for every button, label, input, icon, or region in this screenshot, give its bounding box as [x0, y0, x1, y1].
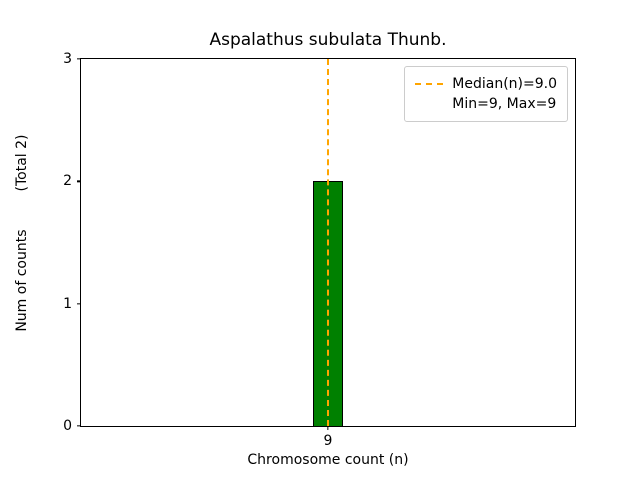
legend-item-minmax: Min=9, Max=9 [415, 94, 557, 114]
y-axis-label: Num of counts (Total 2) [0, 135, 46, 350]
y-axis-label-main: Num of counts [14, 229, 30, 332]
legend-label-median: Median(n)=9.0 [452, 76, 557, 92]
median-line [327, 59, 329, 426]
y-tick-mark [77, 180, 81, 182]
legend: Median(n)=9.0 Min=9, Max=9 [404, 66, 568, 122]
x-axis-label: Chromosome count (n) [247, 452, 409, 468]
y-tick-label: 3 [63, 51, 72, 67]
y-tick-label: 1 [63, 295, 72, 312]
dashed-line-icon [415, 83, 444, 85]
y-axis-label-total: (Total 2) [14, 134, 30, 192]
x-tick-mark [327, 426, 329, 430]
y-tick-label: 0 [63, 418, 72, 434]
y-tick-label: 2 [63, 173, 72, 190]
y-tick-mark [77, 58, 81, 60]
legend-label-minmax: Min=9, Max=9 [452, 96, 557, 112]
y-tick-mark [77, 425, 81, 427]
legend-item-median: Median(n)=9.0 [415, 74, 557, 94]
chart-title: Aspalathus subulata Thunb. [209, 30, 447, 50]
y-tick-mark [77, 303, 81, 305]
x-tick-label: 9 [323, 433, 333, 449]
plot-area: 0 1 2 3 9 Median(n)=9.0 Min=9, Max=9 [63, 51, 576, 449]
